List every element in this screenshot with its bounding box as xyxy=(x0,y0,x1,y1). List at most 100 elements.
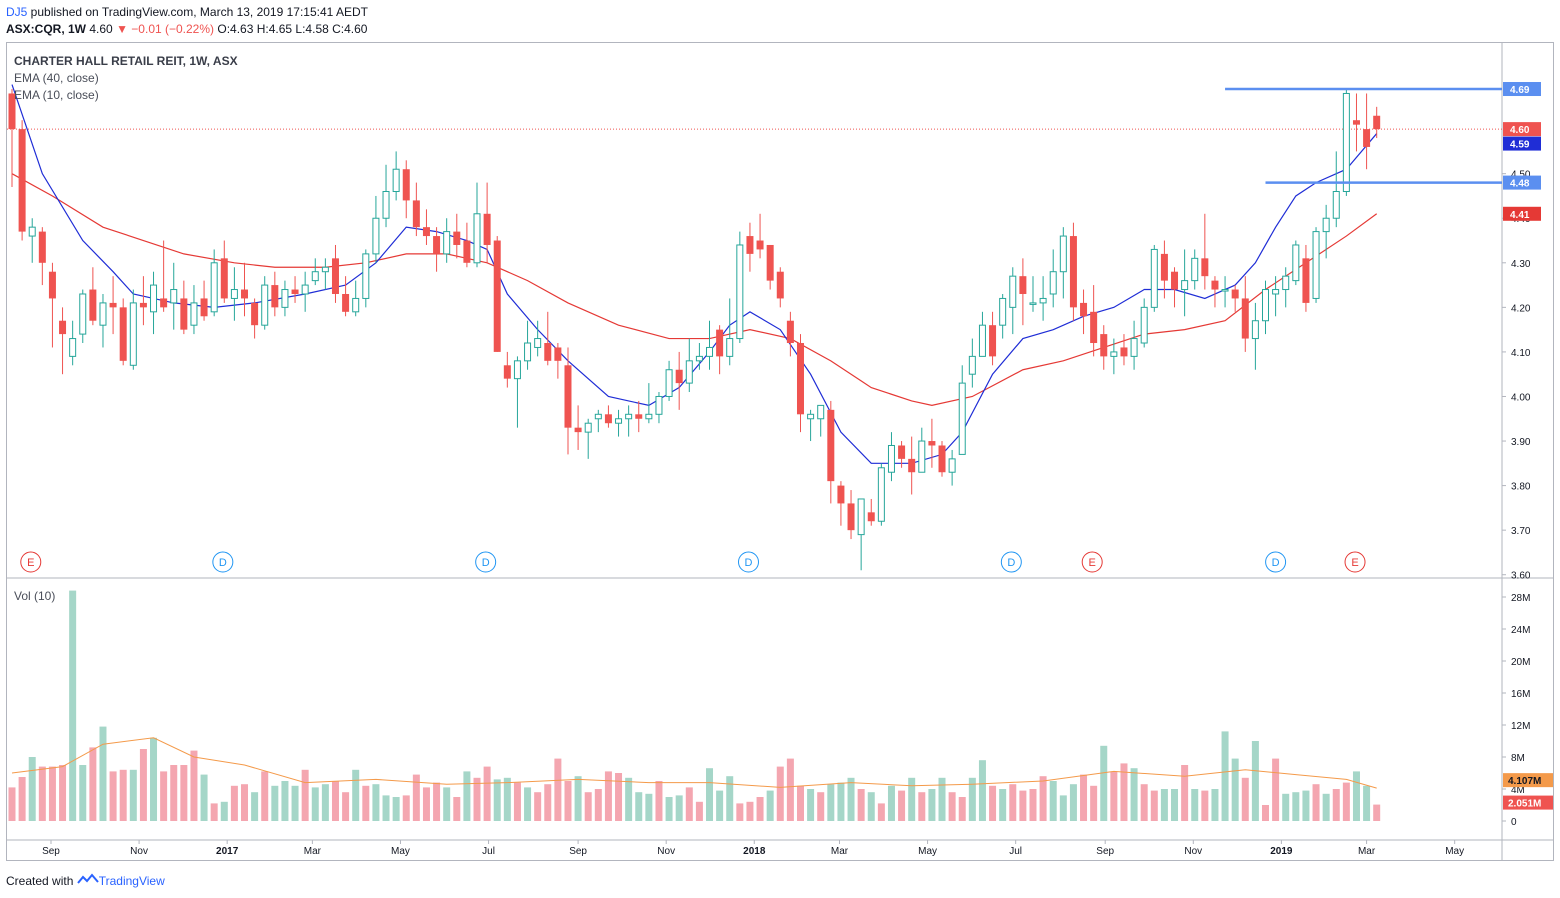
volume-bar xyxy=(1302,790,1310,821)
volume-bar xyxy=(443,787,451,821)
price-tick-label: 3.70 xyxy=(1511,526,1531,537)
candle-up xyxy=(534,338,542,348)
volume-bar xyxy=(665,797,673,821)
volume-bar xyxy=(736,803,744,821)
candle-down xyxy=(1160,253,1168,281)
candle-up xyxy=(736,244,744,340)
candle-up xyxy=(473,213,481,264)
volume-bar xyxy=(857,789,865,821)
volume-tick-label: 28M xyxy=(1511,593,1530,604)
candle-up xyxy=(1130,338,1138,357)
candle-up xyxy=(230,289,238,299)
ohlc-values: O:4.63 H:4.65 L:4.58 C:4.60 xyxy=(217,22,368,36)
candle-up xyxy=(99,302,107,326)
candle-up xyxy=(625,413,633,420)
candle-down xyxy=(119,307,127,361)
time-tick-label: May xyxy=(391,846,410,857)
volume-bar xyxy=(180,765,188,821)
footer: Created with TradingView xyxy=(6,873,165,888)
volume-bar xyxy=(109,771,117,821)
volume-bar xyxy=(1201,790,1209,821)
candle-up xyxy=(79,293,87,335)
volume-bar xyxy=(463,771,471,821)
volume-bar xyxy=(1140,784,1148,821)
candle-down xyxy=(604,414,612,424)
candle-up xyxy=(817,404,825,420)
candle-up xyxy=(1251,320,1259,340)
volume-bar xyxy=(59,765,67,821)
volume-bar xyxy=(38,766,46,821)
volume-bar xyxy=(1272,758,1280,821)
candle-up xyxy=(1049,271,1057,295)
volume-bar xyxy=(402,795,410,821)
volume-tick-label: 20M xyxy=(1511,657,1530,668)
volume-bar xyxy=(877,803,885,821)
candle-up xyxy=(210,262,218,313)
volume-bar xyxy=(190,750,198,821)
candle-down xyxy=(1373,115,1381,130)
volume-bar xyxy=(89,747,97,821)
chart-title: CHARTER HALL RETAIL REIT, 1W, ASX xyxy=(14,54,238,68)
time-tick-label: Nov xyxy=(1184,846,1202,857)
candle-up xyxy=(1221,289,1229,292)
volume-bar xyxy=(685,787,693,821)
event-marker-letter: D xyxy=(219,557,227,569)
candle-down xyxy=(1100,334,1108,357)
candle-up xyxy=(301,284,309,295)
candle-down xyxy=(503,365,511,379)
candle-up xyxy=(958,382,966,455)
volume-bar xyxy=(655,781,663,821)
candle-up xyxy=(1342,92,1350,193)
volume-bar xyxy=(726,776,734,821)
candle-down xyxy=(908,458,916,473)
event-marker-letter: D xyxy=(1007,557,1015,569)
candle-down xyxy=(1211,280,1219,290)
candle-up xyxy=(352,297,360,313)
last-price: 4.60 xyxy=(89,22,113,36)
volume-bar xyxy=(564,781,572,821)
event-marker-letter: E xyxy=(1089,557,1096,569)
legend-volume[interactable]: Vol (10) xyxy=(14,589,56,603)
volume-tag-bg xyxy=(1503,795,1553,810)
dividend-marker-icon xyxy=(475,551,497,573)
volume-bar xyxy=(1019,790,1027,821)
volume-bar xyxy=(453,797,461,821)
volume-bar xyxy=(139,749,147,821)
time-tick-label: Sep xyxy=(569,846,587,857)
volume-bar xyxy=(1120,763,1128,821)
volume-bar xyxy=(1241,777,1249,821)
volume-bar xyxy=(615,773,623,821)
volume-bar xyxy=(372,784,380,821)
volume-bar xyxy=(513,782,521,821)
footer-brand[interactable]: TradingView xyxy=(98,874,165,888)
candle-up xyxy=(1191,257,1199,282)
legend-ema40[interactable]: EMA (40, close) xyxy=(14,71,99,85)
candle-up xyxy=(28,226,36,237)
dividend-marker-icon xyxy=(212,551,234,573)
time-tick-label: Mar xyxy=(831,846,849,857)
volume-bar xyxy=(261,771,269,821)
time-tick-label: Mar xyxy=(1358,846,1376,857)
candle-down xyxy=(220,258,228,299)
volume-bar xyxy=(544,784,552,821)
candle-down xyxy=(756,240,764,250)
volume-bar xyxy=(271,785,279,821)
volume-tick-label: 16M xyxy=(1511,689,1530,700)
candle-up xyxy=(69,338,77,357)
candle-up xyxy=(513,360,521,380)
candle-down xyxy=(1019,276,1027,294)
volume-tag: 4.107M xyxy=(1508,776,1541,787)
volume-bar xyxy=(706,768,714,821)
candle-up xyxy=(706,346,714,357)
volume-bar xyxy=(1191,789,1199,821)
time-tick-label: 2017 xyxy=(216,846,239,857)
volume-bar xyxy=(1069,784,1077,821)
volume-bar xyxy=(473,777,481,821)
volume-bar xyxy=(867,792,875,821)
legend-ema10[interactable]: EMA (10, close) xyxy=(14,88,99,102)
author-link[interactable]: DJ5 xyxy=(6,5,28,19)
volume-bar xyxy=(170,765,178,821)
event-marker-letter: E xyxy=(1351,557,1358,569)
price-tag: 4.48 xyxy=(1510,179,1530,190)
